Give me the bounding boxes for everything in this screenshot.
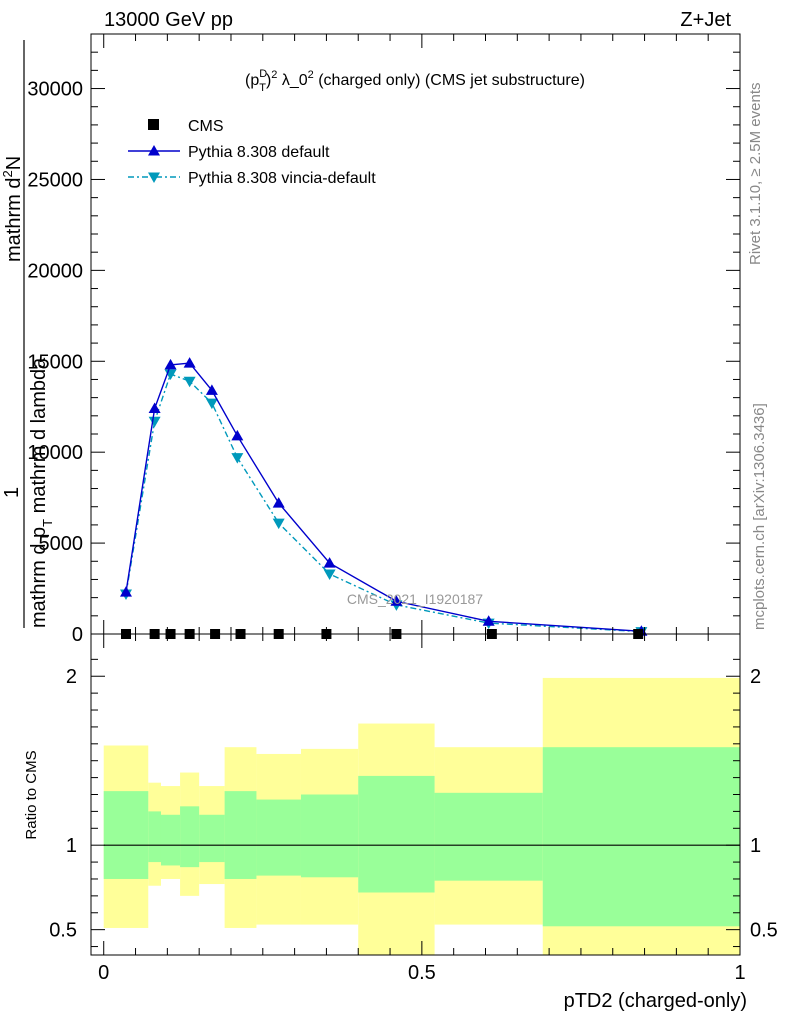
ratio-y-tick-label-right: 1 [750, 835, 761, 857]
ratio-frame: 0.5 0.51 12 20 0.5 1 [49, 633, 778, 984]
x-tick-label: 1 [734, 962, 745, 984]
ratio-inner-band [148, 811, 161, 863]
y-tick-label: 20000 [27, 260, 83, 282]
analysis-watermark: CMS_2021_I1920187 [347, 591, 483, 607]
main-frame: 0 5000 10000 15000 20000 25000 30000 [27, 33, 741, 646]
ratio-y-tick-label: 1 [66, 835, 77, 857]
ratio-inner-band [358, 775, 435, 893]
ratio-inner-band [300, 794, 359, 878]
legend-entry: Pythia 8.308 vincia-default [128, 170, 376, 187]
legend-label: CMS [188, 118, 224, 135]
series-point [323, 557, 336, 568]
plot-title: (pD T)2 λ_02 (charged only) (CMS jet subs… [245, 68, 585, 94]
series-point [231, 429, 244, 441]
series-point [231, 453, 244, 464]
y-tick-label: 15000 [27, 351, 83, 373]
y-label-denominator-1: mathrm d pT mathrm d lambda [28, 357, 55, 628]
legend-label: Pythia 8.308 vincia-default [188, 170, 376, 187]
ratio-inner-band [434, 792, 543, 881]
ratio-y-label: Ratio to CMS [23, 750, 40, 839]
x-tick-label: 0 [98, 962, 109, 984]
y-tick-label: 25000 [27, 169, 83, 191]
ratio-inner-band [103, 791, 149, 879]
series-point [205, 398, 218, 410]
ratio-y-tick-label: 0.5 [49, 920, 77, 942]
series-point [148, 416, 161, 428]
ratio-y-tick-label-right: 2 [750, 666, 761, 688]
ratio-inner-band [224, 791, 257, 879]
ratio-inner-band [160, 814, 181, 866]
ratio-inner-band [542, 747, 740, 927]
series-point [183, 376, 196, 388]
ratio-inner-band [256, 799, 301, 876]
y-tick-label: 30000 [27, 79, 83, 101]
ratio-inner-band [180, 806, 200, 868]
x-tick-label: 0.5 [408, 962, 436, 984]
series-point [323, 569, 336, 580]
legend-label: Pythia 8.308 default [188, 144, 330, 161]
series-point [482, 615, 495, 626]
legend-entry: CMS [148, 118, 224, 135]
y-tick-label: 5000 [39, 533, 84, 555]
series-point [164, 358, 177, 370]
y-tick-label: 0 [72, 624, 83, 646]
ratio-y-tick-label: 2 [66, 666, 77, 688]
y-label-numerator-1: mathrm d2N [0, 156, 25, 262]
x-axis-label: pTD2 (charged-only) [564, 990, 747, 1012]
legend-entry: Pythia 8.308 default [128, 144, 330, 161]
y-label-outer-denominator: mathrm N / mathrm d mathrm d p [25, 332, 47, 628]
ratio-bands [103, 677, 740, 955]
series-point [148, 402, 161, 414]
series-point [119, 586, 132, 597]
series-point [272, 518, 285, 530]
ratio-y-tick-label-right: 0.5 [750, 920, 778, 942]
series-point [183, 357, 196, 368]
y-tick-label: 10000 [27, 442, 83, 464]
legend-marker [148, 172, 160, 183]
rivet-version-label: Rivet 3.1.10, ≥ 2.5M events [747, 83, 764, 266]
series-point [390, 595, 403, 606]
series-point [272, 497, 285, 508]
legend: CMS Pythia 8.308 default Pythia 8.308 vinc… [128, 118, 376, 187]
legend-marker [148, 145, 160, 156]
y-label-outer-numerator: 1 [1, 487, 23, 498]
mcplots-credit-label: mcplots.cern.ch [arXiv:1306.3436] [751, 403, 768, 630]
ratio-inner-band [199, 814, 225, 863]
series-point [205, 384, 218, 395]
y-axis-label: mathrm d2N mathrm d pT mathrm d lambda 1… [0, 40, 55, 628]
header-energy-label: 13000 GeV pp [104, 9, 233, 31]
header-process-label: Z+Jet [680, 9, 731, 31]
legend-marker [148, 119, 159, 130]
